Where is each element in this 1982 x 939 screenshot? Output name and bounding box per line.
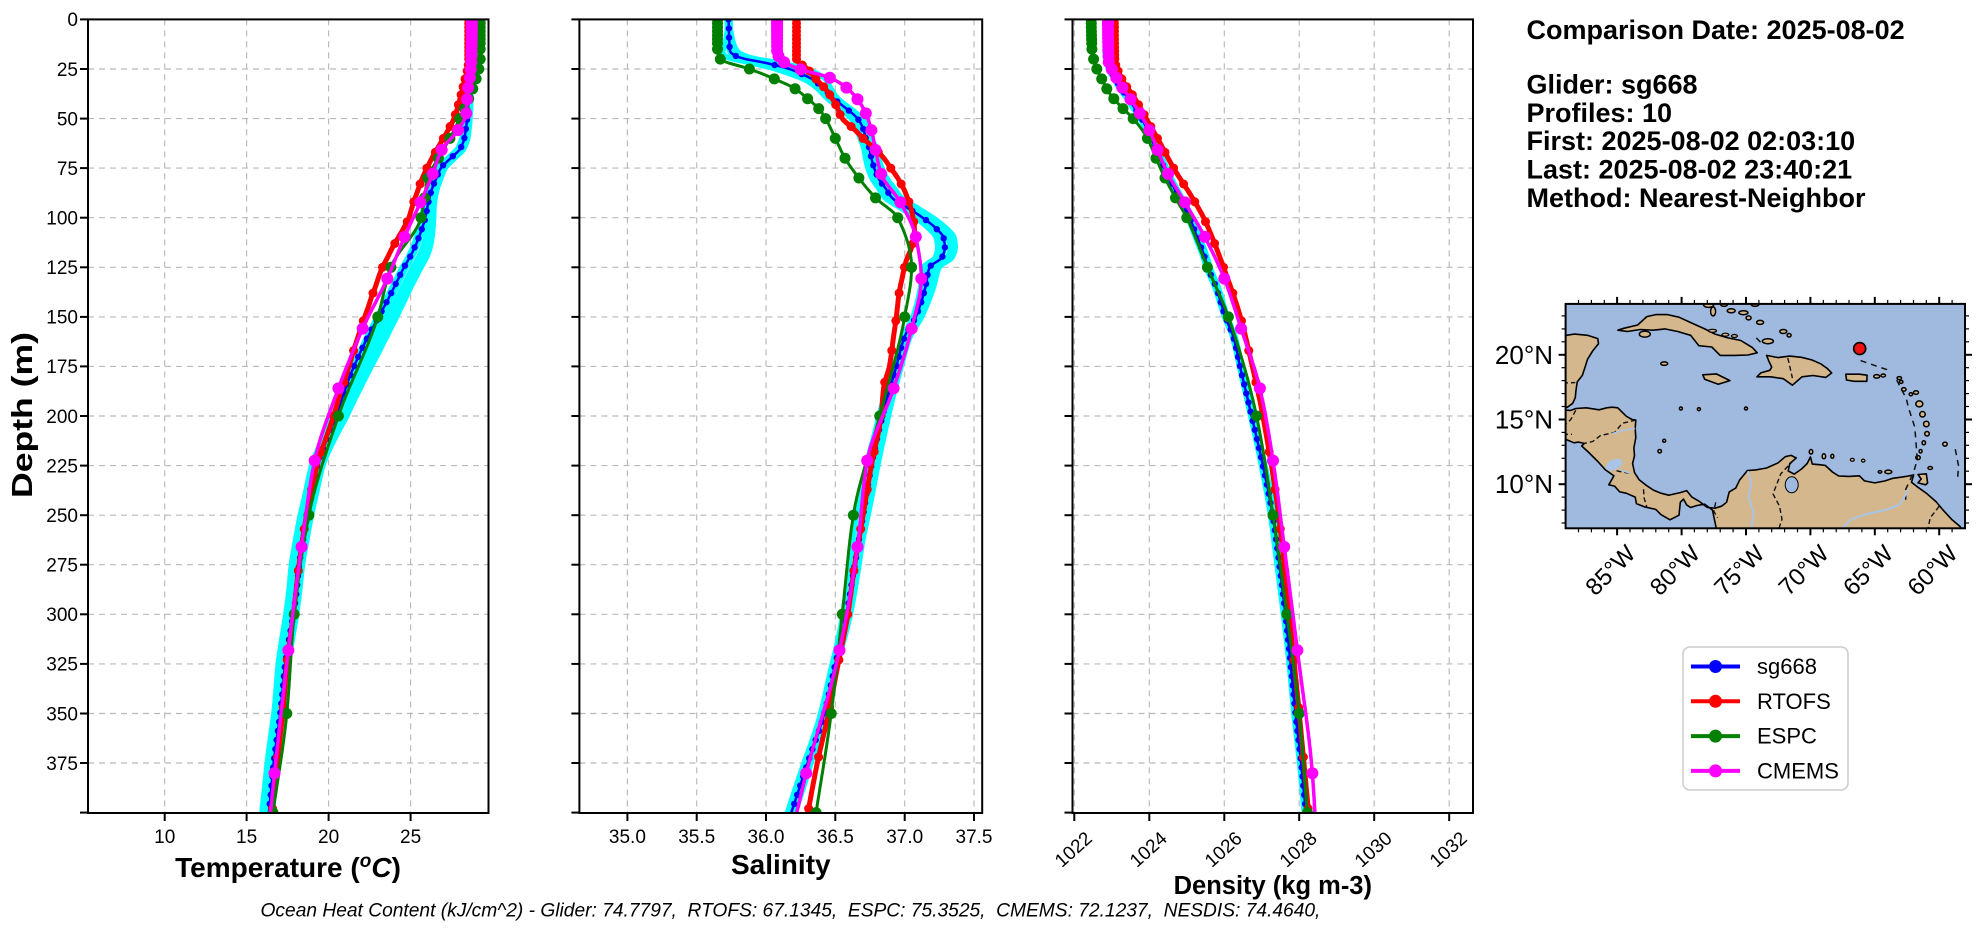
svg-text:Glider: sg668: Glider: sg668 [1527, 70, 1698, 100]
svg-text:20: 20 [318, 827, 339, 848]
svg-text:15°N: 15°N [1495, 405, 1553, 435]
svg-text:Ocean Heat Content (kJ/cm^2) -: Ocean Heat Content (kJ/cm^2) - Glider: 7… [261, 901, 1321, 922]
svg-text:25: 25 [57, 60, 78, 81]
svg-text:35.5: 35.5 [678, 827, 715, 848]
svg-text:15: 15 [236, 827, 257, 848]
svg-text:Profiles: 10: Profiles: 10 [1527, 98, 1673, 128]
svg-text:325: 325 [46, 655, 78, 676]
svg-text:175: 175 [46, 357, 78, 378]
svg-text:36.0: 36.0 [748, 827, 785, 848]
svg-text:25: 25 [400, 827, 421, 848]
svg-text:275: 275 [46, 556, 78, 577]
svg-text:CMEMS: CMEMS [1757, 758, 1839, 783]
svg-text:First: 2025-08-02 02:03:10: First: 2025-08-02 02:03:10 [1527, 126, 1856, 156]
svg-text:350: 350 [46, 704, 78, 725]
svg-text:375: 375 [46, 754, 78, 775]
svg-text:35.0: 35.0 [609, 827, 646, 848]
svg-text:Salinity: Salinity [731, 849, 831, 880]
svg-text:50: 50 [57, 109, 78, 130]
svg-text:225: 225 [46, 456, 78, 477]
svg-text:125: 125 [46, 258, 78, 279]
svg-text:200: 200 [46, 407, 78, 428]
svg-text:37.0: 37.0 [886, 827, 923, 848]
svg-text:0: 0 [67, 10, 78, 31]
svg-text:10°N: 10°N [1495, 469, 1553, 499]
svg-text:RTOFS: RTOFS [1757, 689, 1831, 714]
svg-text:100: 100 [46, 209, 78, 230]
svg-text:ESPC: ESPC [1757, 724, 1817, 749]
svg-text:Density (kg m-3): Density (kg m-3) [1174, 872, 1372, 900]
svg-text:250: 250 [46, 506, 78, 527]
svg-text:37.5: 37.5 [956, 827, 993, 848]
svg-text:Last: 2025-08-02 23:40:21: Last: 2025-08-02 23:40:21 [1527, 155, 1853, 185]
svg-text:36.5: 36.5 [817, 827, 854, 848]
svg-text:300: 300 [46, 605, 78, 626]
svg-text:Comparison Date: 2025-08-02: Comparison Date: 2025-08-02 [1527, 15, 1905, 45]
svg-text:150: 150 [46, 308, 78, 329]
svg-text:Method: Nearest-Neighbor: Method: Nearest-Neighbor [1527, 183, 1867, 213]
svg-text:75: 75 [57, 159, 78, 180]
svg-text:10: 10 [154, 827, 175, 848]
svg-text:sg668: sg668 [1757, 654, 1817, 679]
svg-text:Depth (m): Depth (m) [7, 332, 39, 498]
svg-text:20°N: 20°N [1495, 340, 1553, 370]
